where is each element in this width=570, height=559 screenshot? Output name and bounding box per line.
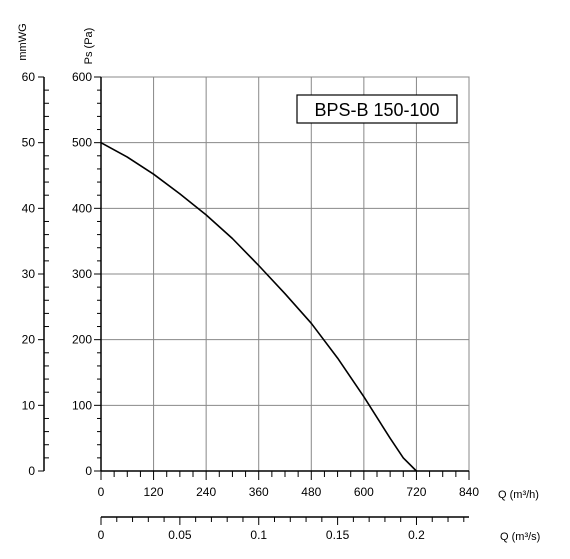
x-primary-tick-label: 600 bbox=[354, 485, 374, 499]
y-inner-tick-label: 500 bbox=[72, 136, 92, 150]
y-inner-tick-label: 600 bbox=[72, 70, 92, 84]
y-outer-tick-label: 20 bbox=[22, 333, 36, 347]
y-outer-tick-label: 30 bbox=[22, 267, 36, 281]
y-outer-tick-label: 10 bbox=[22, 398, 36, 412]
title-box bbox=[296, 94, 458, 124]
curve-point bbox=[152, 173, 155, 175]
y-outer-tick-label: 50 bbox=[22, 136, 36, 150]
y-inner-tick-label: 100 bbox=[72, 398, 92, 412]
y-outer-tick-label: 40 bbox=[22, 201, 36, 215]
y-inner-tick-label: 400 bbox=[72, 201, 92, 215]
curve-point bbox=[402, 457, 404, 459]
x-secondary-axis-title: Q (m³/s) bbox=[500, 531, 540, 543]
x-secondary-tick-label: 0.05 bbox=[168, 528, 192, 542]
y-outer-tick-label: 60 bbox=[22, 70, 36, 84]
y-inner-tick-label: 0 bbox=[85, 464, 92, 478]
curve-point bbox=[100, 142, 102, 144]
curve-point bbox=[415, 470, 418, 472]
x-primary-tick-label: 0 bbox=[98, 485, 105, 499]
curve-point bbox=[258, 264, 260, 267]
curve-point bbox=[310, 322, 312, 324]
curve-point bbox=[389, 437, 391, 439]
curve-point bbox=[284, 293, 286, 295]
y-inner-axis-title: Ps (Pa) bbox=[83, 28, 95, 65]
x-primary-tick-label: 240 bbox=[196, 485, 216, 499]
x-secondary-tick-label: 0.2 bbox=[408, 528, 425, 542]
curve-layer bbox=[100, 141, 418, 472]
fan-curve-line bbox=[100, 141, 417, 472]
curve-point bbox=[205, 214, 207, 216]
curve-point bbox=[179, 193, 181, 195]
y-outer-axis-title: mmWG bbox=[17, 23, 29, 60]
y-inner-tick-label: 300 bbox=[72, 267, 92, 281]
curve-point bbox=[231, 237, 234, 240]
x-secondary-tick-label: 0.1 bbox=[250, 528, 267, 542]
x-primary-tick-label: 120 bbox=[144, 485, 164, 499]
y-outer-tick-label: 0 bbox=[28, 464, 35, 478]
x-secondary-tick-label: 0.15 bbox=[326, 528, 350, 542]
y-inner-tick-label: 200 bbox=[72, 333, 92, 347]
x-primary-tick-label: 480 bbox=[301, 485, 321, 499]
grid bbox=[100, 76, 470, 472]
curve-point bbox=[336, 357, 339, 359]
x-primary-tick-label: 720 bbox=[406, 485, 426, 499]
x-primary-axis-title: Q (m³/h) bbox=[498, 489, 539, 501]
x-secondary-tick-label: 0 bbox=[98, 528, 105, 542]
x-primary-tick-label: 840 bbox=[459, 485, 479, 499]
curve-point bbox=[126, 156, 128, 158]
curve-point bbox=[363, 396, 365, 398]
x-primary-tick-label: 360 bbox=[249, 485, 269, 499]
chart-title: BPS-B 150-100 bbox=[314, 100, 439, 120]
